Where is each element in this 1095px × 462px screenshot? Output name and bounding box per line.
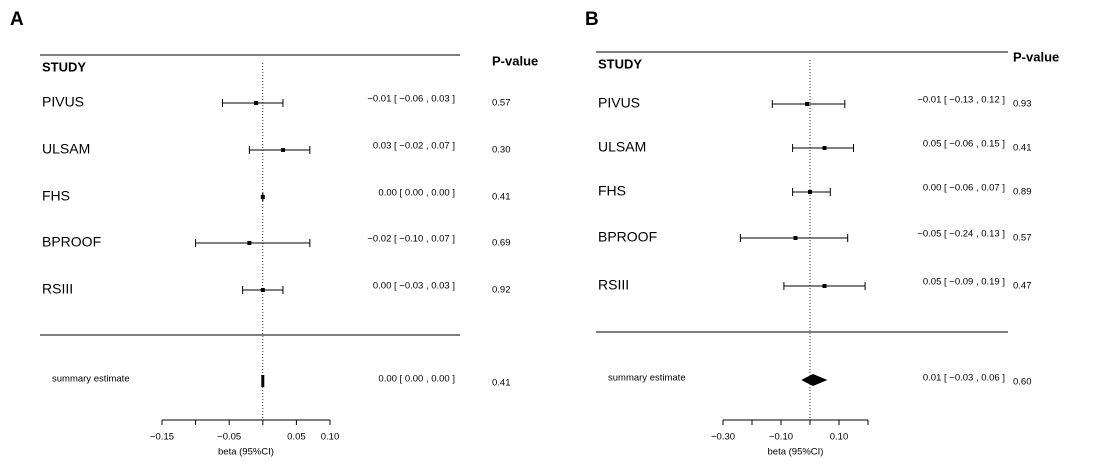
estimate (822, 284, 827, 288)
estimate (280, 148, 285, 152)
p-value: 0.57 (492, 98, 511, 109)
estimate (260, 288, 265, 292)
panel-letter: A (10, 9, 24, 30)
summary-estimate (801, 374, 828, 386)
p-value: 0.93 (1013, 99, 1032, 110)
x-tick-label: −0.10 (769, 432, 793, 443)
summary-p: 0.41 (492, 378, 511, 389)
ci-label: 0.03 [ −0.02 , 0.07 ] (373, 141, 455, 152)
study-name: RSIII (42, 281, 73, 297)
study-name: FHS (42, 188, 70, 204)
summary-name: summary estimate (52, 374, 130, 385)
x-tick-label: −0.30 (711, 432, 735, 443)
p-value: 0.30 (492, 145, 511, 156)
p-value: 0.41 (492, 192, 511, 203)
ci-label: −0.01 [ −0.06 , 0.03 ] (367, 94, 455, 105)
ci-label: −0.02 [ −0.10 , 0.07 ] (367, 234, 455, 245)
x-tick-label: 0.10 (321, 432, 340, 443)
estimate (822, 146, 827, 150)
x-tick-label: −0.15 (150, 432, 174, 443)
estimate (247, 241, 252, 245)
p-header: P-value (1013, 49, 1059, 64)
summary-name: summary estimate (608, 373, 686, 384)
study-name: BPROOF (42, 234, 101, 250)
ci-label: −0.01 [ −0.13 , 0.12 ] (917, 95, 1005, 106)
estimate (808, 190, 812, 194)
estimate (254, 101, 259, 105)
ci-label: 0.00 [ 0.00 , 0.00 ] (378, 188, 455, 199)
summary-ci-label: 0.00 [ 0.00 , 0.00 ] (378, 374, 455, 385)
summary-p: 0.60 (1013, 377, 1032, 388)
ci-label: 0.00 [ −0.03 , 0.03 ] (373, 281, 455, 292)
p-value: 0.69 (492, 238, 511, 249)
x-tick-label: 0.10 (830, 432, 849, 443)
p-value: 0.89 (1013, 187, 1032, 198)
x-tick-label: 0.05 (287, 432, 306, 443)
ci-label: −0.05 [ −0.24 , 0.13 ] (917, 229, 1005, 240)
summary-estimate (261, 375, 265, 387)
summary-ci-label: 0.01 [ −0.03 , 0.06 ] (923, 373, 1005, 384)
study-name: ULSAM (598, 139, 646, 155)
study-name: PIVUS (42, 94, 84, 110)
p-value: 0.92 (492, 285, 511, 296)
estimate (805, 102, 810, 106)
p-header: P-value (492, 53, 538, 68)
p-value: 0.57 (1013, 233, 1032, 244)
ci-label: 0.05 [ −0.09 , 0.19 ] (923, 277, 1005, 288)
study-header: STUDY (42, 59, 86, 74)
x-axis-label: beta (95%CI) (218, 447, 274, 458)
study-name: RSIII (598, 277, 629, 293)
p-value: 0.41 (1013, 143, 1032, 154)
study-name: ULSAM (42, 141, 90, 157)
ci-label: 0.05 [ −0.06 , 0.15 ] (923, 139, 1005, 150)
study-name: PIVUS (598, 95, 640, 111)
study-name: BPROOF (598, 229, 657, 245)
panel-letter: B (585, 9, 599, 30)
ci-label: 0.00 [ −0.06 , 0.07 ] (923, 183, 1005, 194)
x-axis-label: beta (95%CI) (768, 447, 824, 458)
study-name: FHS (598, 183, 626, 199)
estimate (260, 195, 265, 199)
x-tick-label: −0.05 (217, 432, 241, 443)
estimate (793, 236, 798, 240)
study-header: STUDY (598, 56, 642, 71)
p-value: 0.47 (1013, 281, 1032, 292)
